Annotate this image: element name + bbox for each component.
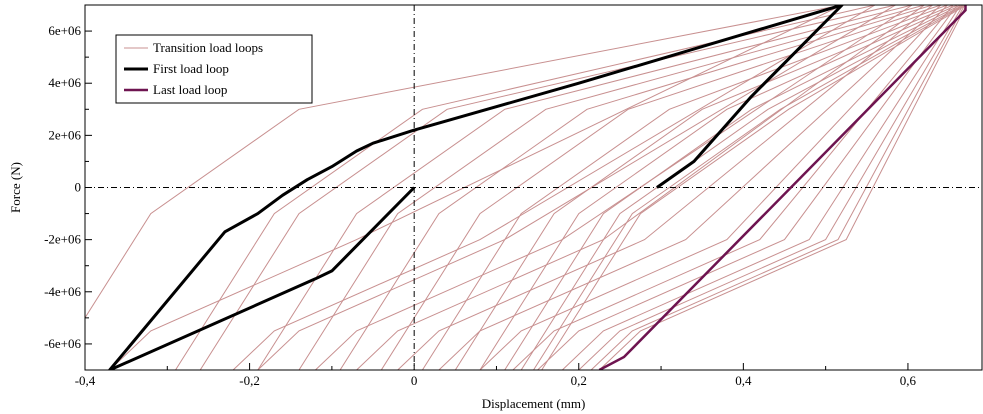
y-axis-label: Force (N) [8, 162, 23, 213]
y-tick-label: -4e+06 [44, 284, 81, 299]
transition-loop-upper-3 [257, 5, 913, 370]
transition-loop-lower-13 [598, 5, 967, 370]
transition-loop-lower-10 [561, 5, 962, 370]
x-tick-label: 0 [411, 373, 418, 388]
transition-loop-lower-3 [315, 5, 913, 370]
transition-loop-lower-6 [438, 5, 942, 370]
transition-loop-lower-9 [537, 5, 958, 370]
y-tick-label: 6e+06 [48, 23, 81, 38]
y-tick-label: -2e+06 [44, 232, 81, 247]
y-tick-label: 4e+06 [48, 75, 81, 90]
y-tick-label: 2e+06 [48, 127, 81, 142]
transition-loop-lower-2 [257, 5, 896, 370]
transition-loop-upper-9 [479, 5, 958, 370]
x-tick-label: 0,6 [900, 373, 917, 388]
x-axis-label: Displacement (mm) [482, 396, 586, 411]
first-load-loop-line [108, 5, 844, 370]
legend-label-transition: Transition load loops [153, 40, 263, 55]
ticks-layer: -0,4 -0,2 0 0,2 0,4 0,6 -6e+06 -4e+06 -2e+06 0 2e+… [44, 4, 917, 388]
main-loops-layer [108, 5, 967, 370]
legend: Transition load loops First load loop La… [115, 34, 313, 104]
transition-loop-lower-5 [397, 5, 933, 370]
x-tick-label: 0,4 [735, 373, 752, 388]
transition-loop-upper-1 [175, 5, 876, 370]
transition-loop-lower-1 [232, 5, 876, 370]
legend-label-last: Last load loop [153, 82, 227, 97]
y-tick-label: -6e+06 [44, 336, 81, 351]
transition-loop-upper-0 [85, 5, 843, 319]
transition-loop-upper-13 [541, 5, 967, 370]
transition-loop-upper-10 [504, 5, 961, 370]
transition-loop-lower-12 [590, 5, 966, 370]
transition-loop-upper-6 [380, 5, 942, 370]
x-tick-label: -0,2 [239, 373, 260, 388]
legend-box [115, 34, 313, 104]
legend-label-first: First load loop [153, 61, 229, 76]
x-tick-label: 0,2 [571, 373, 587, 388]
last-load-loop-line [598, 5, 967, 370]
y-tick-label: 0 [75, 180, 82, 195]
transition-loop-lower-7 [479, 5, 948, 370]
transition-loop-upper-8 [454, 5, 954, 370]
transition-loops-layer [85, 5, 967, 370]
transition-loop-lower-4 [356, 5, 925, 370]
transition-loop-upper-5 [339, 5, 933, 370]
transition-loop-upper-12 [533, 5, 965, 370]
transition-loop-lower-11 [578, 5, 964, 370]
transition-loop-upper-7 [421, 5, 948, 370]
x-tick-label: -0,4 [75, 373, 96, 388]
transition-loop-upper-4 [298, 5, 925, 370]
